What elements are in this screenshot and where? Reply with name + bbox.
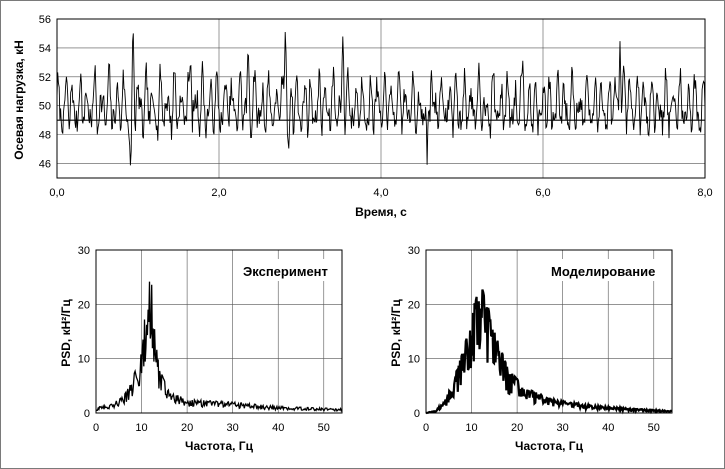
psd-model-ylabel: PSD, кН²/Гц bbox=[389, 299, 403, 367]
psd-model-legend: Моделирование bbox=[551, 264, 655, 279]
psd-experiment-tick-labels: 0 10 20 30 0 10 20 30 40 50 bbox=[78, 245, 330, 434]
time-series-line bbox=[56, 31, 706, 166]
time-series-xtick-label: 4,0 bbox=[373, 187, 388, 199]
psd-experiment-xtick-label: 10 bbox=[135, 422, 147, 434]
time-series-ytick-label: 52 bbox=[39, 72, 51, 84]
psd-experiment-plot-area bbox=[95, 249, 343, 414]
psd-experiment-legend: Эксперимент bbox=[243, 264, 328, 279]
psd-experiment-ytick-label: 10 bbox=[78, 354, 90, 366]
psd-experiment-legend-box bbox=[236, 259, 336, 281]
time-series-ytick-label: 48 bbox=[39, 130, 51, 142]
psd-model-xtick-label: 0 bbox=[423, 422, 429, 434]
psd-experiment-ytick-label: 30 bbox=[78, 245, 90, 257]
psd-experiment-ytick-label: 0 bbox=[84, 408, 90, 420]
psd-experiment-xtick-label: 30 bbox=[227, 422, 239, 434]
psd-experiment-xtick-label: 50 bbox=[318, 422, 330, 434]
psd-model-xtick-label: 10 bbox=[465, 422, 477, 434]
time-series-xtick-label: 2,0 bbox=[211, 187, 226, 199]
psd-model-ytick-label: 10 bbox=[408, 354, 420, 366]
psd-experiment-line bbox=[95, 281, 343, 413]
psd-model-plot-area bbox=[425, 249, 673, 414]
psd-model-ytick-label: 30 bbox=[408, 245, 420, 257]
psd-experiment-ylabel: PSD, кН²/Гц bbox=[59, 299, 73, 367]
psd-model-xtick-label: 20 bbox=[511, 422, 523, 434]
psd-model-line bbox=[425, 289, 673, 415]
psd-experiment-xtick-label: 40 bbox=[272, 422, 284, 434]
psd-model-xtick-label: 30 bbox=[557, 422, 569, 434]
psd-model-ytick-label: 0 bbox=[414, 408, 420, 420]
psd-model-xtick-label: 50 bbox=[648, 422, 660, 434]
time-series-tick-labels: 46 48 50 52 54 56 0,0 2,0 4,0 6,0 8,0 bbox=[39, 14, 713, 199]
time-series-ylabel: Осевая нагрузка, кН bbox=[12, 40, 26, 160]
psd-model-xtick-label: 40 bbox=[602, 422, 614, 434]
psd-experiment-ytick-label: 20 bbox=[78, 299, 90, 311]
time-series-ytick-label: 56 bbox=[39, 14, 51, 26]
psd-experiment-xtick-label: 0 bbox=[93, 422, 99, 434]
time-series-xtick-label: 8,0 bbox=[697, 187, 712, 199]
time-series-xtick-label: 0,0 bbox=[49, 187, 64, 199]
time-series-ytick-label: 50 bbox=[39, 101, 51, 113]
time-series-ytick-label: 46 bbox=[39, 159, 51, 171]
psd-model-xlabel: Частота, Гц bbox=[515, 439, 584, 453]
time-series-xlabel: Время, с bbox=[355, 205, 407, 219]
psd-experiment-xlabel: Частота, Гц bbox=[185, 439, 254, 453]
psd-model-tick-labels: 0 10 20 30 0 10 20 30 40 50 bbox=[408, 245, 660, 434]
time-series-ytick-label: 54 bbox=[39, 43, 51, 55]
time-series-xtick-label: 6,0 bbox=[535, 187, 550, 199]
psd-experiment-xtick-label: 20 bbox=[181, 422, 193, 434]
psd-model-ytick-label: 20 bbox=[408, 299, 420, 311]
psd-model-legend-box bbox=[546, 259, 668, 281]
